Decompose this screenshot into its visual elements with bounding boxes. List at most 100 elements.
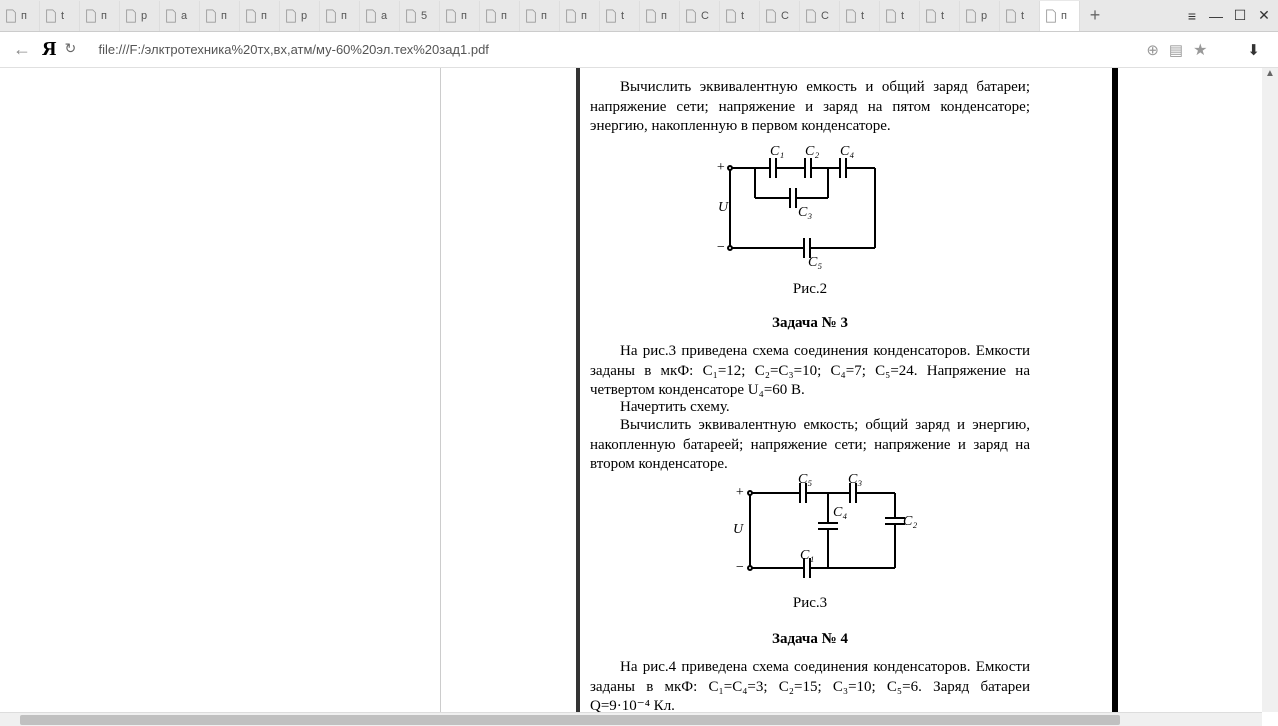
tab-5[interactable]: п <box>200 1 240 31</box>
file-icon <box>164 9 178 23</box>
tab-3[interactable]: р <box>120 1 160 31</box>
svg-text:C₂: C₂ <box>903 514 917 529</box>
file-icon <box>404 9 418 23</box>
page-column-divider <box>576 68 580 712</box>
bookmark-star-icon[interactable]: ★ <box>1193 40 1207 60</box>
window-controls: ≡ — ☐ ✕ <box>1184 8 1278 24</box>
file-icon <box>604 9 618 23</box>
tab-label: t <box>1021 10 1024 22</box>
file-icon <box>484 9 498 23</box>
tab-23[interactable]: t <box>920 1 960 31</box>
tab-label: t <box>941 10 944 22</box>
file-icon <box>524 9 538 23</box>
tab-16[interactable]: п <box>640 1 680 31</box>
reload-button[interactable]: ↻ <box>64 40 84 60</box>
tab-label: 5 <box>421 10 427 22</box>
file-icon <box>804 9 818 23</box>
tab-12[interactable]: п <box>480 1 520 31</box>
pdf-paragraph: На рис.3 приведена схема соединения конд… <box>590 342 1030 401</box>
scroll-up-icon[interactable]: ▲ <box>1262 68 1278 84</box>
close-button[interactable]: ✕ <box>1256 8 1272 24</box>
tab-6[interactable]: п <box>240 1 280 31</box>
tab-1[interactable]: t <box>40 1 80 31</box>
file-icon <box>844 9 858 23</box>
svg-text:C₅: C₅ <box>808 255 822 270</box>
file-icon <box>204 9 218 23</box>
tab-label: п <box>541 10 547 22</box>
tab-label: п <box>581 10 587 22</box>
svg-text:C₂: C₂ <box>805 144 819 159</box>
toolbar: ← Я ↻ ⊕ ▤ ★ ⬇ <box>0 32 1278 68</box>
figure-caption: Рис.2 <box>590 280 1030 300</box>
file-icon <box>1044 9 1058 23</box>
reader-icon[interactable]: ▤ <box>1169 41 1183 59</box>
svg-text:−: − <box>735 560 744 575</box>
yandex-logo[interactable]: Я <box>42 38 56 61</box>
minimize-button[interactable]: — <box>1208 8 1224 24</box>
vertical-scrollbar[interactable]: ▲ <box>1262 68 1278 712</box>
pdf-viewport[interactable]: Вычислить эквивалентную емкость и общий … <box>0 68 1278 712</box>
file-icon <box>124 9 138 23</box>
file-icon <box>284 9 298 23</box>
pdf-paragraph: Начертить схему. <box>590 398 1030 418</box>
tab-24[interactable]: p <box>960 1 1000 31</box>
file-icon <box>724 9 738 23</box>
tab-20[interactable]: C <box>800 1 840 31</box>
tab-19[interactable]: C <box>760 1 800 31</box>
svg-text:+: + <box>735 485 744 500</box>
file-icon <box>644 9 658 23</box>
tab-label: C <box>821 10 829 22</box>
tab-21[interactable]: t <box>840 1 880 31</box>
circuit-diagram-2: + − U C₁ C₂ C₄ C₃ C₅ <box>710 143 900 273</box>
tab-18[interactable]: t <box>720 1 760 31</box>
tab-17[interactable]: C <box>680 1 720 31</box>
download-icon[interactable]: ⬇ <box>1247 41 1260 59</box>
figure-caption: Рис.3 <box>590 594 1030 614</box>
svg-text:−: − <box>716 240 725 255</box>
tab-10[interactable]: 5 <box>400 1 440 31</box>
tab-label: п <box>501 10 507 22</box>
tab-label: t <box>61 10 64 22</box>
file-icon <box>764 9 778 23</box>
tab-label: t <box>901 10 904 22</box>
tab-label: р <box>141 10 147 22</box>
pdf-paragraph: Вычислить эквивалентную емкость и общий … <box>590 78 1030 137</box>
file-icon <box>444 9 458 23</box>
svg-text:C₁: C₁ <box>770 144 784 159</box>
file-icon <box>964 9 978 23</box>
tab-label: t <box>621 10 624 22</box>
url-input[interactable] <box>92 36 1138 64</box>
back-button[interactable]: ← <box>10 38 34 62</box>
tab-11[interactable]: п <box>440 1 480 31</box>
tab-label: п <box>661 10 667 22</box>
tab-25[interactable]: t <box>1000 1 1040 31</box>
pdf-paragraph: На рис.4 приведена схема соединения конд… <box>590 658 1030 712</box>
tab-label: C <box>781 10 789 22</box>
tab-2[interactable]: п <box>80 1 120 31</box>
maximize-button[interactable]: ☐ <box>1232 8 1248 24</box>
tab-8[interactable]: п <box>320 1 360 31</box>
menu-button[interactable]: ≡ <box>1184 8 1200 24</box>
scrollbar-thumb[interactable] <box>20 715 1120 725</box>
tab-0[interactable]: п <box>0 1 40 31</box>
tab-9[interactable]: a <box>360 1 400 31</box>
tab-13[interactable]: п <box>520 1 560 31</box>
new-tab-button[interactable]: + <box>1080 5 1110 26</box>
task-heading: Задача № 4 <box>590 630 1030 650</box>
file-icon <box>4 9 18 23</box>
file-icon <box>244 9 258 23</box>
horizontal-scrollbar[interactable] <box>0 712 1262 726</box>
file-icon <box>684 9 698 23</box>
zoom-icon[interactable]: ⊕ <box>1146 41 1159 59</box>
tab-15[interactable]: t <box>600 1 640 31</box>
tab-22[interactable]: t <box>880 1 920 31</box>
tab-4[interactable]: a <box>160 1 200 31</box>
file-icon <box>324 9 338 23</box>
tab-14[interactable]: п <box>560 1 600 31</box>
tab-7[interactable]: р <box>280 1 320 31</box>
svg-text:+: + <box>716 160 725 175</box>
svg-text:C₅: C₅ <box>798 473 812 487</box>
svg-text:C₃: C₃ <box>848 473 862 487</box>
tab-26-active[interactable]: п <box>1040 1 1080 31</box>
file-icon <box>44 9 58 23</box>
